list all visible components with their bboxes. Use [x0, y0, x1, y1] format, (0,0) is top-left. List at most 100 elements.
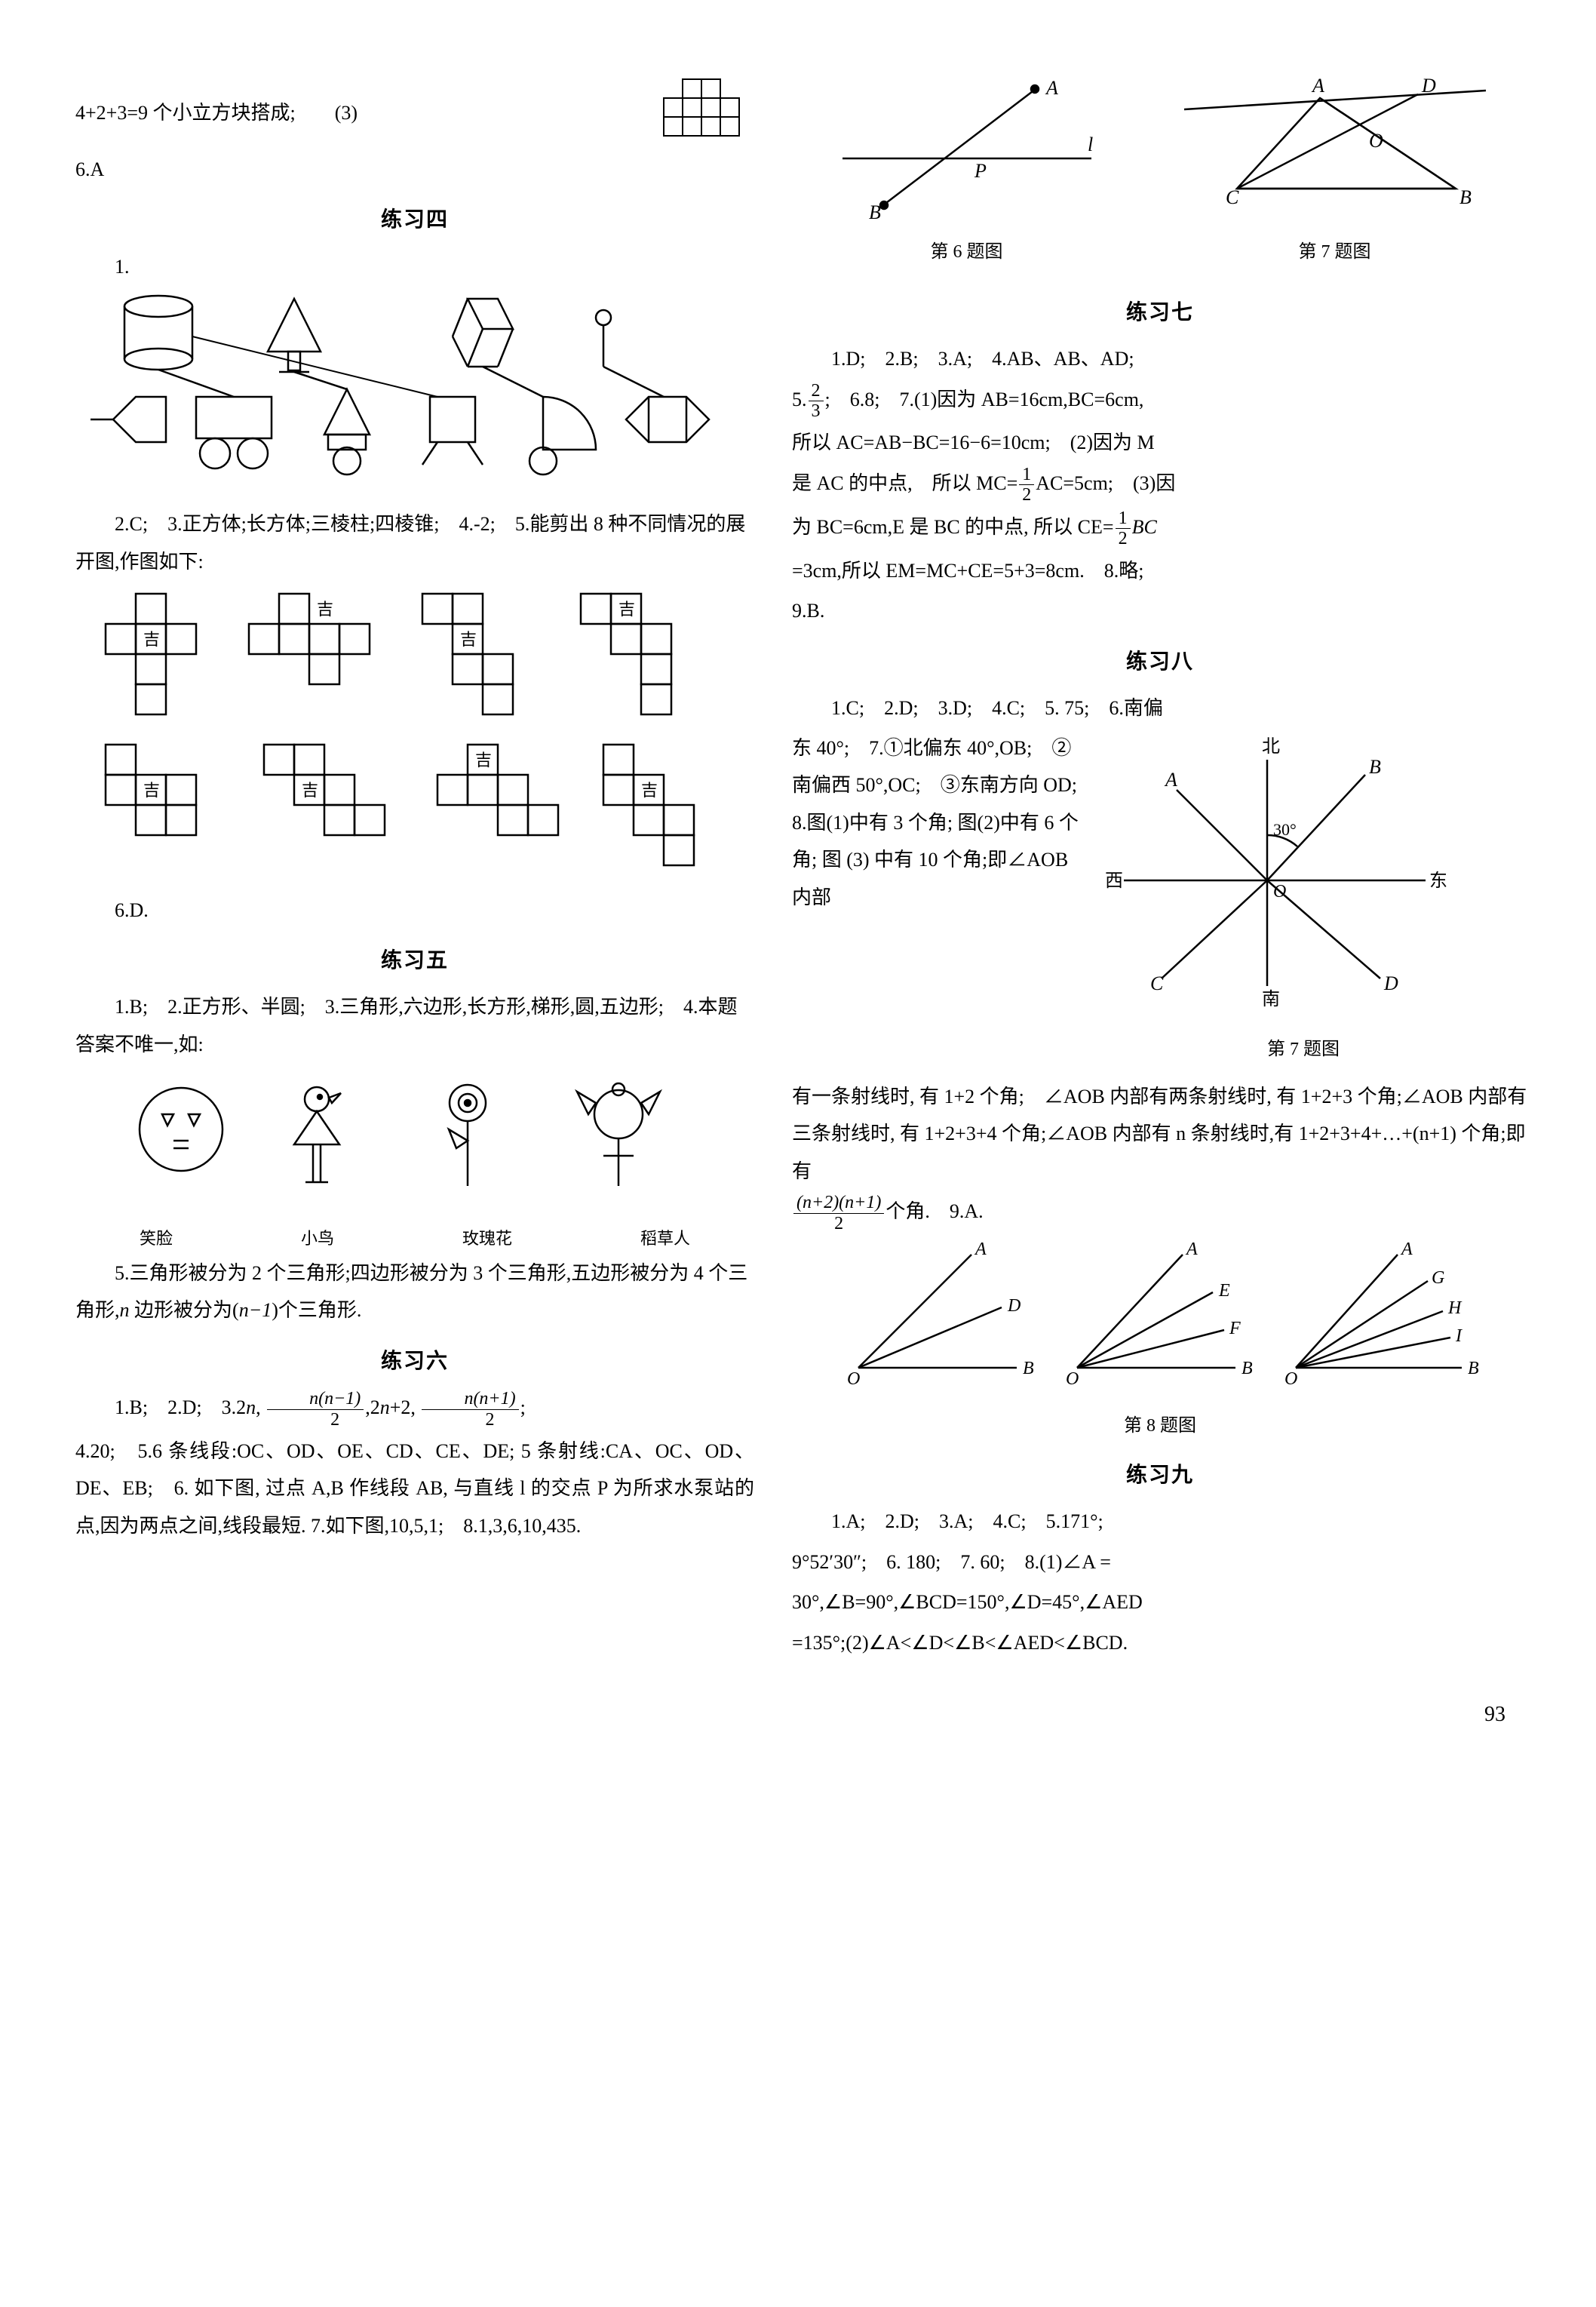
fraction: (n+2)(n+1)2 — [793, 1193, 884, 1233]
caption-scarecrow: 稻草人 — [640, 1223, 690, 1255]
var-n: n — [309, 1389, 318, 1408]
ex8-para2: 有一条射线时, 有 1+2 个角; ∠AOB 内部有两条射线时, 有 1+2+3… — [792, 1078, 1528, 1190]
ex4-q1-label: 1. — [75, 248, 754, 285]
svg-text:P: P — [974, 160, 987, 182]
ex4-shapes-row-diagram — [91, 291, 739, 487]
svg-text:G: G — [1432, 1268, 1444, 1288]
svg-text:西: 西 — [1105, 871, 1123, 891]
ex4-answers-para: 2.C; 3.正方体;长方体;三棱柱;四棱锥; 4.-2; 5.能剪出 8 种不… — [75, 505, 754, 580]
svg-text:O: O — [1369, 130, 1383, 152]
var-nminus1: n−1 — [239, 1299, 272, 1321]
text-span: 1 — [1019, 465, 1034, 485]
text-span: (n−1) — [318, 1389, 361, 1408]
svg-text:B: B — [1459, 186, 1472, 208]
ex7-line2: 5.23; 6.8; 7.(1)因为 AB=16cm,BC=6cm, — [792, 381, 1528, 422]
svg-text:D: D — [1383, 972, 1398, 994]
svg-text:北: 北 — [1262, 736, 1280, 757]
ex7-line6: =3cm,所以 EM=MC+CE=5+3=8cm. 8.略; — [792, 552, 1528, 589]
text-span: )个三角形. — [272, 1299, 361, 1321]
section-title-ex4: 练习四 — [75, 200, 754, 240]
var-n: n — [120, 1299, 130, 1321]
svg-text:A: A — [1164, 769, 1177, 791]
svg-text:东: 东 — [1429, 871, 1447, 891]
ex7-line4: 是 AC 的中点, 所以 MC=12AC=5cm; (3)因 — [792, 465, 1528, 505]
ex7-line3: 所以 AC=AB−BC=16−6=10cm; (2)因为 M — [792, 424, 1528, 461]
text-span: 2 — [267, 1410, 364, 1430]
text-span: 是 AC 的中点, 所以 MC= — [792, 472, 1017, 494]
caption-bird: 小鸟 — [301, 1223, 334, 1255]
text-span: 3 — [809, 401, 824, 421]
svg-text:B: B — [1468, 1359, 1479, 1378]
text-span: (n+2)(n+1) — [793, 1193, 884, 1213]
ex8-left-block: 东 40°; 7.①北偏东 40°,OB; ②南偏西 50°,OC; ③东南方向… — [792, 730, 1079, 916]
text-span: 1.B; 2.D; 3. — [115, 1396, 236, 1418]
svg-text:A: A — [1045, 77, 1058, 99]
ex5-doodles-diagram — [121, 1069, 709, 1205]
ex9-line2: 9°52′30″; 6. 180; 7. 60; 8.(1)∠A = — [792, 1544, 1528, 1580]
ex7-line7: 9.B. — [792, 592, 1528, 629]
ex6-fig6-line-diagram: A B P l — [827, 75, 1106, 219]
svg-text:A: A — [974, 1240, 987, 1259]
svg-text:D: D — [1421, 75, 1436, 97]
svg-text:I: I — [1455, 1326, 1462, 1346]
svg-text:吉: 吉 — [302, 781, 318, 800]
svg-text:吉: 吉 — [143, 630, 160, 649]
svg-text:南: 南 — [1262, 989, 1280, 1009]
text-span: ; — [520, 1396, 526, 1418]
svg-text:B: B — [1023, 1359, 1034, 1378]
text-span: 1 — [1116, 508, 1131, 529]
svg-text:B: B — [1242, 1359, 1253, 1378]
svg-text:A: A — [1185, 1240, 1198, 1259]
ex4-6d: 6.D. — [75, 892, 754, 929]
fig6-label: 第 6 题图 — [827, 235, 1106, 270]
text-span: AC=5cm; (3)因 — [1036, 472, 1175, 494]
var-n: n — [464, 1389, 473, 1408]
svg-text:A: A — [1311, 75, 1324, 97]
text-span: 2 — [809, 381, 824, 401]
svg-text:O: O — [847, 1369, 860, 1389]
svg-text:C: C — [1226, 186, 1239, 208]
fraction: n(n+1) 2 — [422, 1389, 518, 1430]
fraction: 12 — [1019, 465, 1034, 505]
section-title-ex7: 练习七 — [792, 293, 1528, 333]
text-span: 个角. 9.A. — [885, 1200, 983, 1222]
svg-text:O: O — [1284, 1369, 1297, 1389]
svg-text:D: D — [1007, 1296, 1021, 1316]
var-n: n — [380, 1396, 390, 1418]
text-span: ,2 — [365, 1396, 380, 1418]
svg-text:B: B — [1369, 756, 1381, 778]
svg-text:O: O — [1273, 882, 1286, 902]
ex6-fig7-triangle-diagram: A D O C B — [1177, 75, 1493, 219]
caption-smile: 笑脸 — [140, 1223, 173, 1255]
text-span: 边形被分为( — [130, 1299, 239, 1321]
page-number: 93 — [75, 1694, 1528, 1734]
svg-text:吉: 吉 — [143, 781, 160, 800]
svg-text:E: E — [1218, 1281, 1230, 1301]
ex7-line5: 为 BC=6cm,E 是 BC 的中点, 所以 CE=12BC — [792, 508, 1528, 549]
var-n: n — [246, 1396, 256, 1418]
section-title-ex5: 练习五 — [75, 941, 754, 981]
svg-text:F: F — [1229, 1319, 1241, 1338]
fig8-label: 第 8 题图 — [792, 1409, 1528, 1444]
ex8-ray-diagrams: A D B O A E F B O A G H I B O — [828, 1240, 1492, 1390]
fraction: n(n−1) 2 — [267, 1389, 364, 1430]
ex8-fig7-label: 第 7 题图 — [1079, 1033, 1528, 1067]
text-line: 4+2+3=9 个小立方块搭成; (3) — [75, 94, 641, 131]
svg-text:O: O — [1066, 1369, 1079, 1389]
ex9-line3: 30°,∠B=90°,∠BCD=150°,∠D=45°,∠AED — [792, 1584, 1528, 1620]
svg-text:C: C — [1150, 972, 1164, 994]
fraction: 12 — [1116, 508, 1131, 549]
text-span: 2 — [1116, 529, 1131, 548]
ex5-caption-row: 笑脸 小鸟 玫瑰花 稻草人 — [75, 1223, 754, 1255]
ex7-line1: 1.D; 2.B; 3.A; 4.AB、AB、AD; — [792, 340, 1528, 377]
text-span: 2 — [793, 1214, 884, 1233]
svg-text:A: A — [1400, 1240, 1413, 1259]
ex8-line1: 1.C; 2.D; 3.D; 4.C; 5. 75; 6.南偏 — [792, 690, 1528, 727]
svg-text:吉: 吉 — [475, 751, 492, 770]
text-span: BC — [1132, 516, 1157, 538]
ex8-compass-diagram: 北 南 东 西 A B C D O 30° — [1079, 730, 1456, 1016]
svg-text:l: l — [1088, 134, 1093, 155]
text-span: 2 — [422, 1410, 518, 1430]
ex9-line4: =135°;(2)∠A<∠D<∠B<∠AED<∠BCD. — [792, 1624, 1528, 1661]
text-span: (n+1) — [473, 1389, 515, 1408]
